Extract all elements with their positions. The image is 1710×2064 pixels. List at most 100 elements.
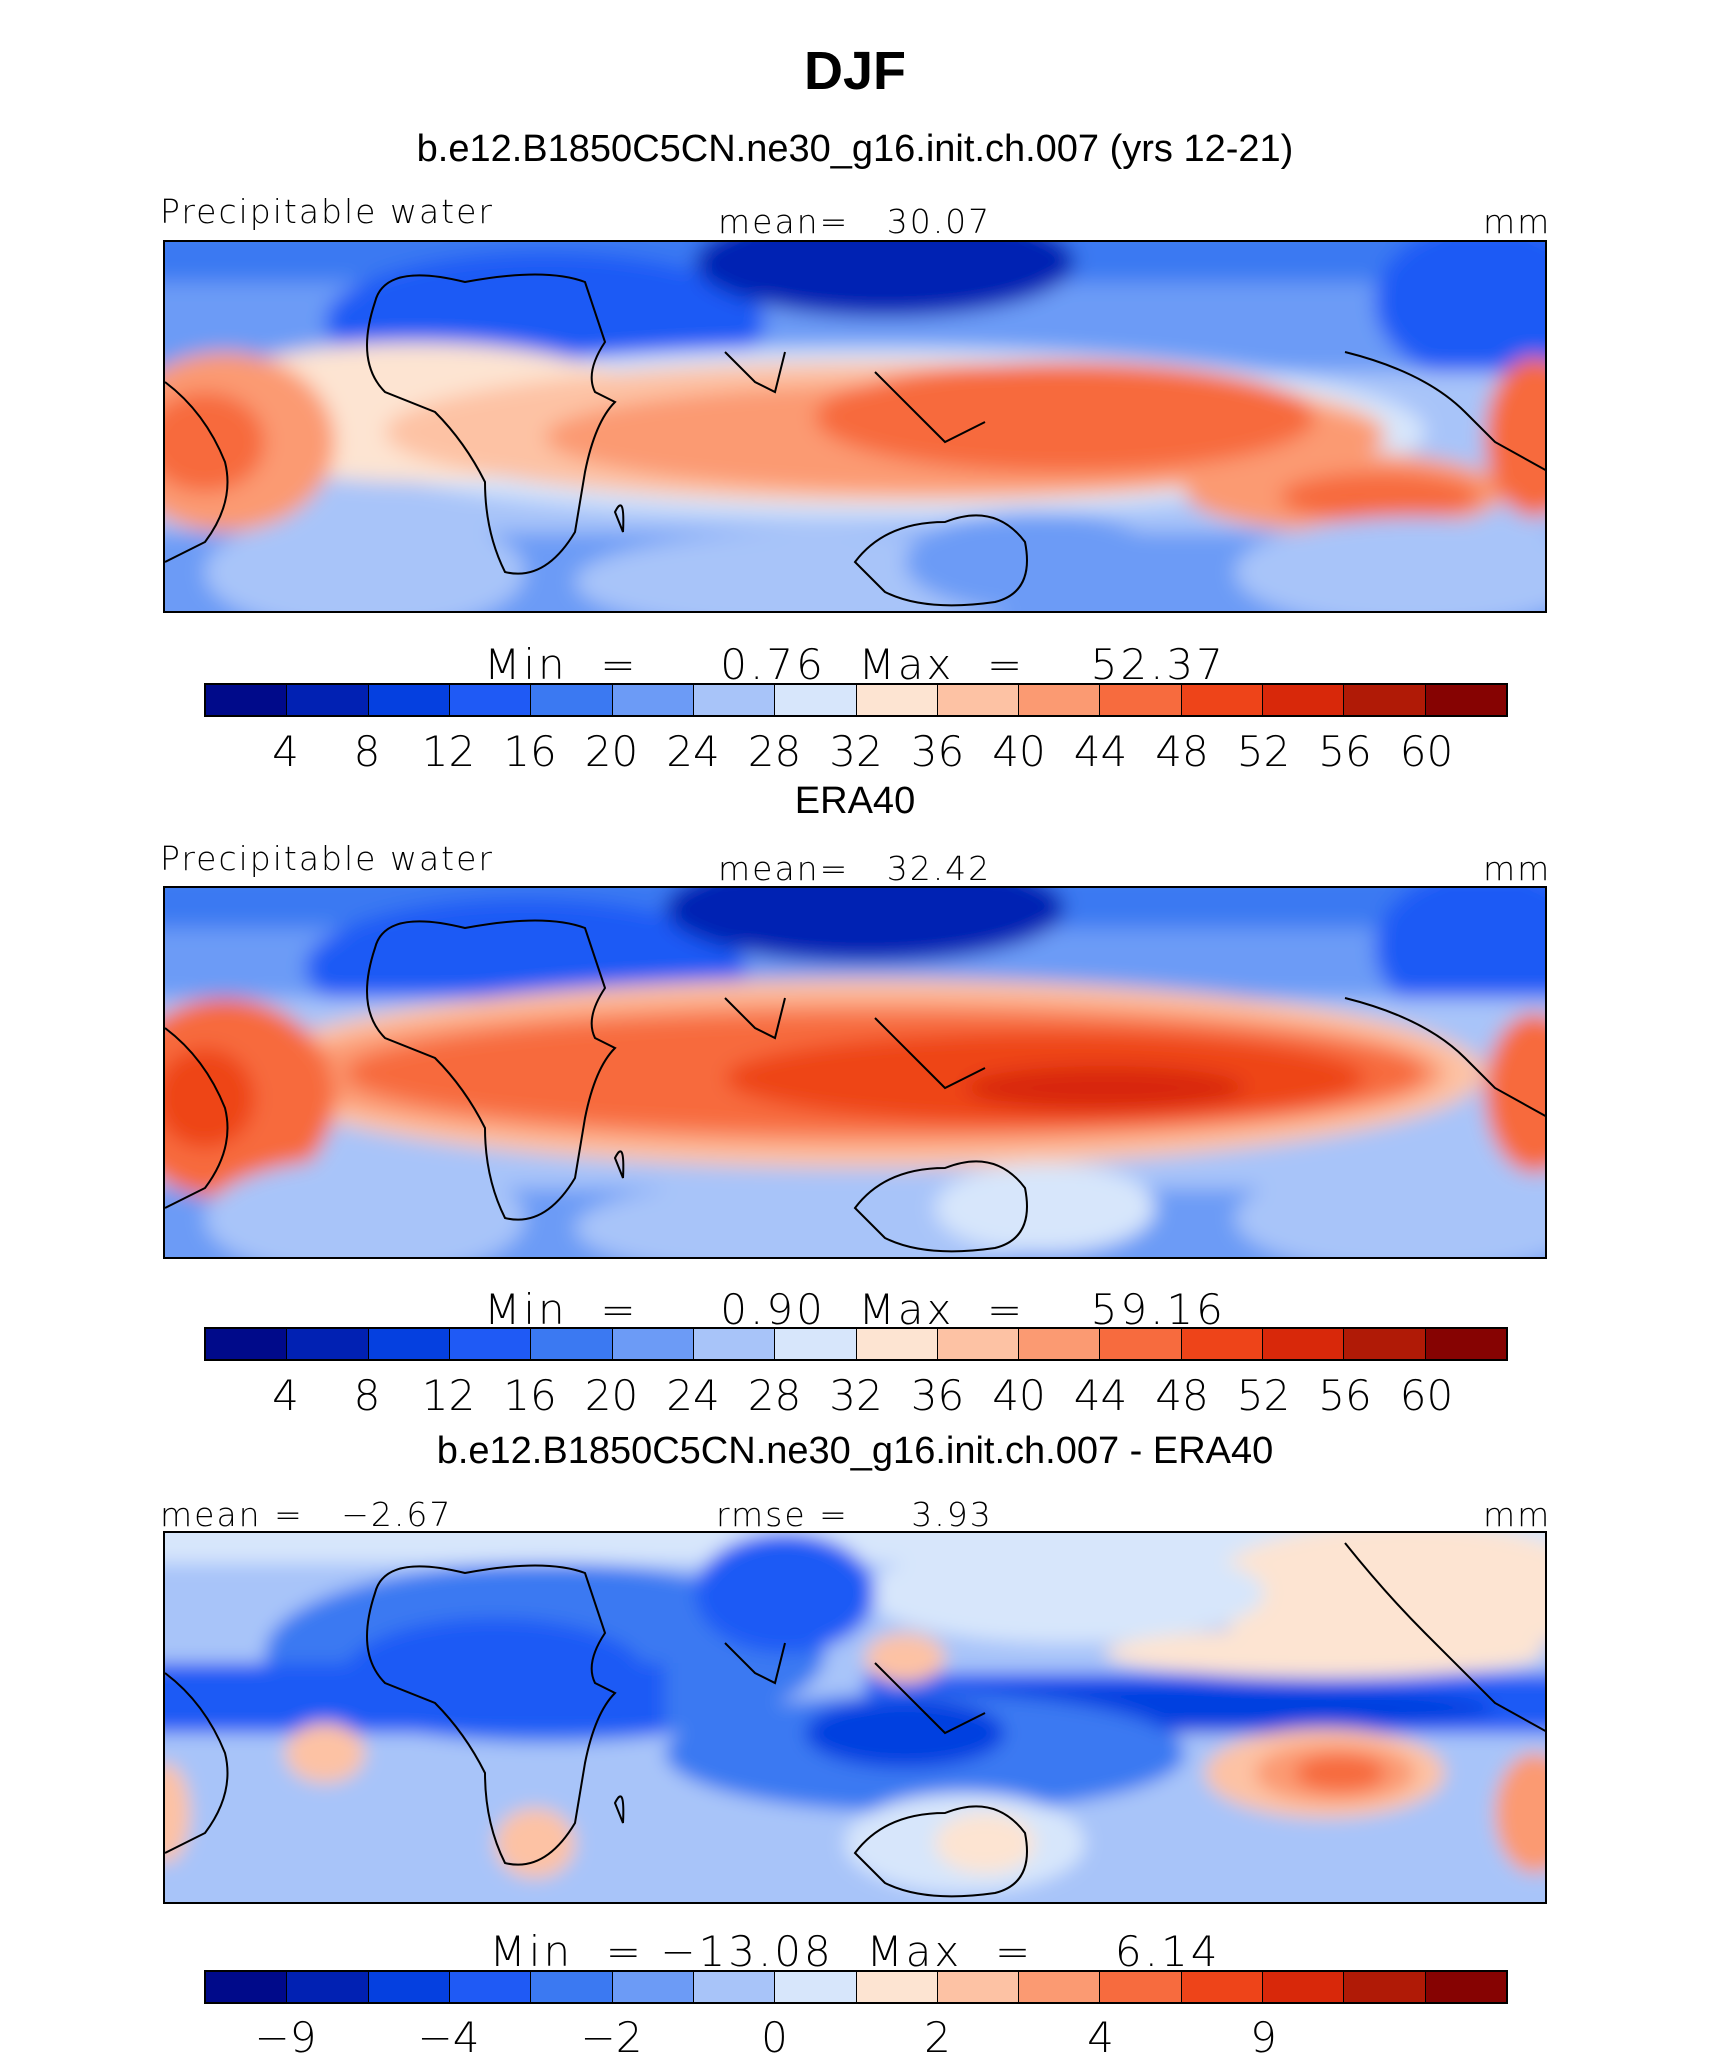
colorbar-swatch xyxy=(1263,1329,1345,1359)
colorbar-tick-label: 52 xyxy=(1236,727,1291,776)
colorbar-swatch xyxy=(1181,1972,1264,2002)
colorbar-tick-label: 4 xyxy=(272,1371,299,1420)
colorbar-swatch xyxy=(1263,685,1345,715)
panel-1-variable-label: Precipitable water xyxy=(160,192,494,231)
colorbar-swatch xyxy=(937,1972,1020,2002)
colorbar-swatch xyxy=(1019,685,1101,715)
panel-3-units-label: mm xyxy=(1483,1495,1552,1534)
colorbar-tick-label: 44 xyxy=(1073,1371,1128,1420)
colorbar-tick-label: 8 xyxy=(353,1371,381,1420)
colorbar-swatch xyxy=(693,1329,776,1359)
colorbar-swatch xyxy=(1425,685,1506,715)
colorbar-swatch xyxy=(775,1972,857,2002)
panel-2-mean-label: mean= 32.42 xyxy=(718,849,992,888)
colorbar-swatch xyxy=(612,1972,694,2002)
colorbar-swatch xyxy=(693,1972,776,2002)
colorbar-tick-label: 36 xyxy=(910,1371,965,1420)
colorbar-tick-label: 4 xyxy=(1087,2013,1114,2062)
panel-2-units-label: mm xyxy=(1483,849,1552,888)
colorbar-tick-label: 56 xyxy=(1318,1371,1372,1420)
colorbar-tick-label: 28 xyxy=(747,727,802,776)
colorbar-swatch xyxy=(287,1329,369,1359)
panel-1-colorbar xyxy=(204,683,1508,717)
colorbar-swatch xyxy=(449,1329,532,1359)
colorbar-swatch xyxy=(612,685,694,715)
colorbar-swatch xyxy=(287,685,369,715)
colorbar-tick-label: 28 xyxy=(747,1371,802,1420)
colorbar-swatch xyxy=(1181,685,1264,715)
colorbar-tick-label: −9 xyxy=(254,2013,317,2062)
main-title: DJF xyxy=(803,41,906,101)
colorbar-tick-label: 20 xyxy=(584,1371,639,1420)
colorbar-tick-label: 52 xyxy=(1236,1371,1291,1420)
colorbar-swatch xyxy=(206,1329,288,1359)
colorbar-swatch xyxy=(1181,1329,1264,1359)
colorbar-tick-label: 40 xyxy=(992,1371,1046,1420)
colorbar-swatch xyxy=(531,685,613,715)
colorbar-tick-label: 24 xyxy=(666,727,720,776)
colorbar-swatch xyxy=(856,685,938,715)
colorbar-tick-label: 24 xyxy=(666,1371,720,1420)
panel-1-map xyxy=(163,240,1547,613)
panel-2-map xyxy=(163,886,1547,1259)
panel-2-minmax: Min = 0.90 Max = 59.16 xyxy=(484,1285,1226,1334)
colorbar-tick-label: −2 xyxy=(580,2013,643,2062)
colorbar-swatch xyxy=(612,1329,694,1359)
panel-3-rmse-label: rmse = 3.93 xyxy=(716,1495,993,1534)
panel-3-mean-label: mean = −2.67 xyxy=(160,1495,453,1534)
colorbar-tick-label: 48 xyxy=(1155,1371,1209,1420)
panel-2-title: ERA40 xyxy=(794,780,916,822)
colorbar-tick-label: 40 xyxy=(992,727,1046,776)
colorbar-tick-label: 9 xyxy=(1250,2013,1277,2062)
colorbar-swatch xyxy=(1344,1329,1426,1359)
panel-2-colorbar xyxy=(204,1327,1508,1361)
colorbar-tick-label: 0 xyxy=(761,2013,788,2062)
panel-1-units-label: mm xyxy=(1483,202,1552,241)
colorbar-swatch xyxy=(531,1329,613,1359)
colorbar-swatch xyxy=(693,685,776,715)
colorbar-swatch xyxy=(856,1972,938,2002)
colorbar-tick-label: 12 xyxy=(421,1371,476,1420)
panel-1-mean-label: mean= 30.07 xyxy=(718,202,992,241)
colorbar-tick-label: 32 xyxy=(829,727,883,776)
colorbar-swatch xyxy=(449,1972,532,2002)
colorbar-tick-label: 56 xyxy=(1318,727,1372,776)
colorbar-swatch xyxy=(937,685,1020,715)
colorbar-tick-label: 2 xyxy=(924,2013,951,2062)
panel-1-minmax: Min = 0.76 Max = 52.37 xyxy=(484,640,1226,689)
panel-1-title: b.e12.B1850C5CN.ne30_g16.init.ch.007 (yr… xyxy=(416,128,1294,170)
colorbar-swatch xyxy=(1100,1329,1182,1359)
colorbar-tick-label: −4 xyxy=(417,2013,480,2062)
colorbar-tick-label: 8 xyxy=(353,727,381,776)
panel-3-title: b.e12.B1850C5CN.ne30_g16.init.ch.007 - E… xyxy=(436,1430,1274,1472)
colorbar-swatch xyxy=(937,1329,1020,1359)
colorbar-swatch xyxy=(856,1329,938,1359)
colorbar-tick-label: 12 xyxy=(421,727,476,776)
colorbar-swatch xyxy=(206,1972,288,2002)
panel-3-minmax: Min = −13.08 Max = 6.14 xyxy=(489,1927,1221,1976)
colorbar-swatch xyxy=(368,1329,450,1359)
colorbar-swatch xyxy=(1019,1329,1101,1359)
colorbar-swatch xyxy=(531,1972,613,2002)
panel-3-colorbar xyxy=(204,1970,1508,2004)
colorbar-swatch xyxy=(1100,1972,1182,2002)
colorbar-swatch xyxy=(449,685,532,715)
colorbar-swatch xyxy=(775,685,857,715)
colorbar-tick-label: 60 xyxy=(1399,1371,1454,1420)
colorbar-swatch xyxy=(287,1972,369,2002)
colorbar-swatch xyxy=(775,1329,857,1359)
panel-3-map xyxy=(163,1531,1547,1904)
colorbar-swatch xyxy=(368,685,450,715)
colorbar-tick-label: 16 xyxy=(503,1371,557,1420)
colorbar-swatch xyxy=(1019,1972,1101,2002)
colorbar-swatch xyxy=(1263,1972,1345,2002)
colorbar-swatch xyxy=(1344,685,1426,715)
colorbar-swatch xyxy=(1425,1329,1506,1359)
colorbar-tick-label: 16 xyxy=(503,727,557,776)
colorbar-tick-label: 32 xyxy=(829,1371,883,1420)
colorbar-tick-label: 48 xyxy=(1155,727,1209,776)
colorbar-swatch xyxy=(1344,1972,1426,2002)
colorbar-tick-label: 44 xyxy=(1073,727,1128,776)
colorbar-tick-label: 60 xyxy=(1399,727,1454,776)
colorbar-tick-label: 20 xyxy=(584,727,639,776)
